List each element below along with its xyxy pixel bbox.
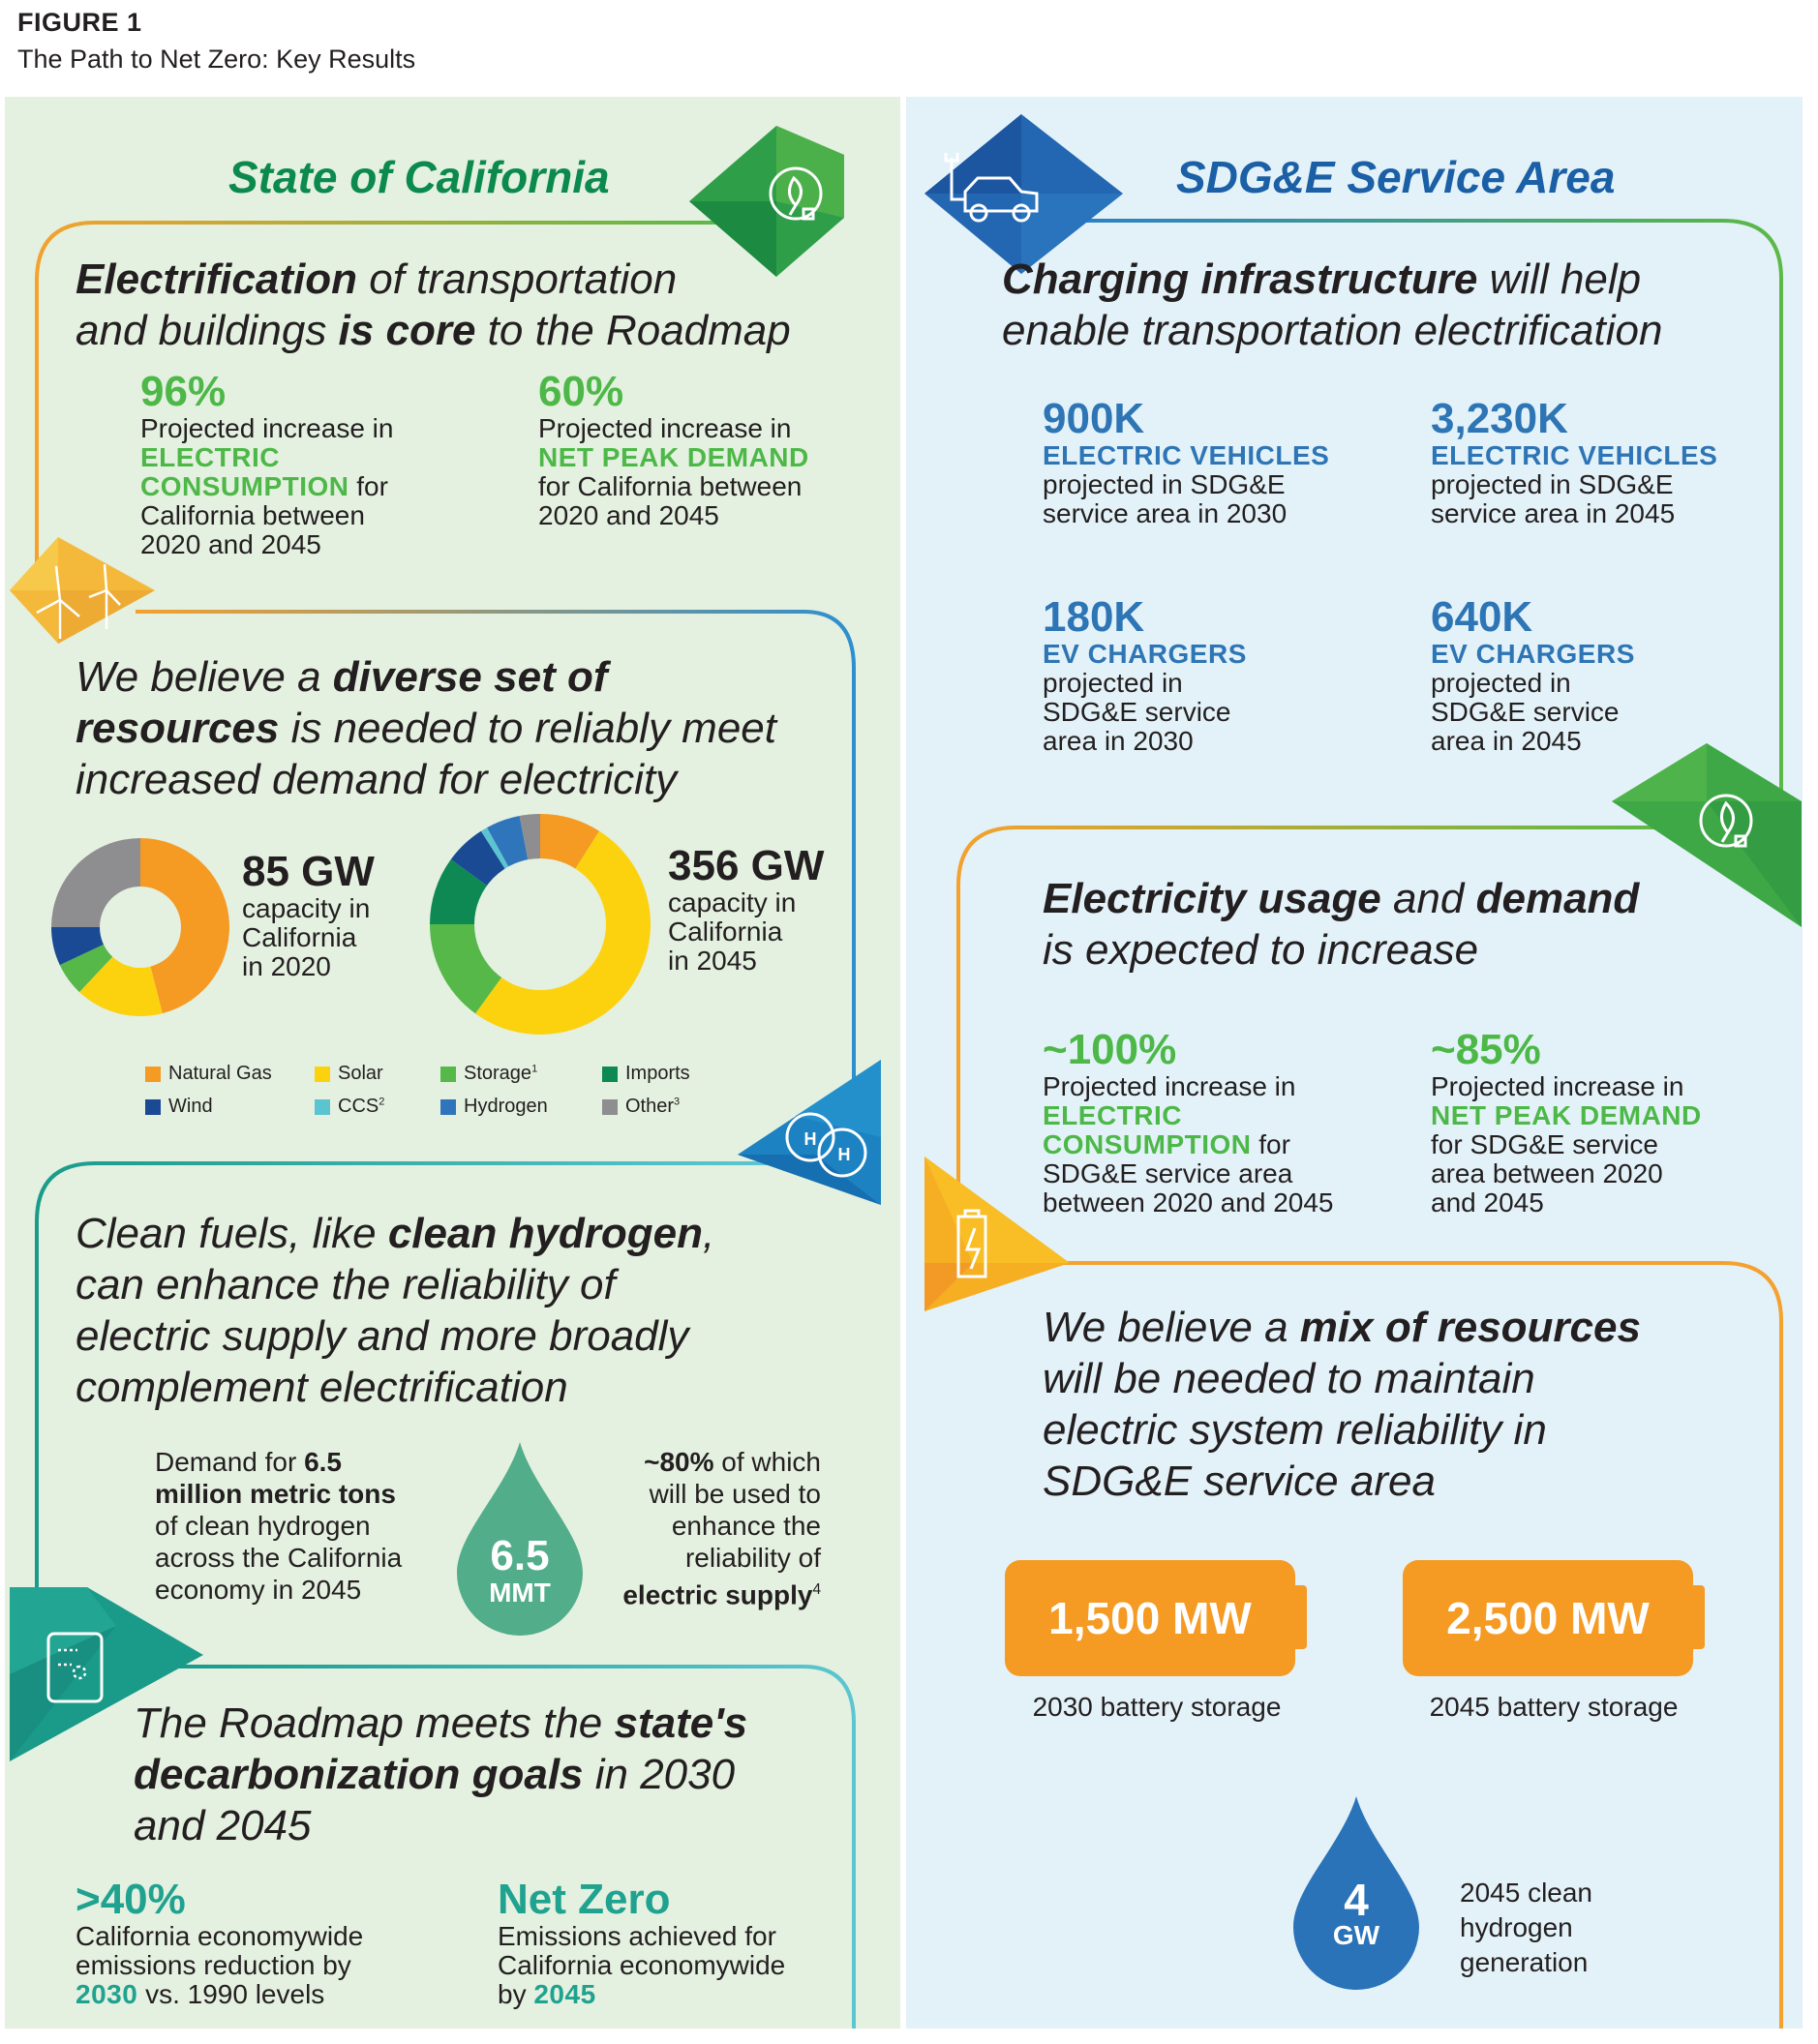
sdge-panel xyxy=(906,97,1803,2029)
stat-ev-2045: 3,230K ELECTRIC VEHICLES projected in SD… xyxy=(1431,395,1718,528)
battery-2045-caption: 2045 battery storage xyxy=(1429,1692,1679,1722)
donut-2045-label: 356 GW capacity in California in 2045 xyxy=(668,842,825,976)
stat-emissions-reduction: >40% California economywide emissions re… xyxy=(76,1876,364,2009)
battery-value: 2,500 MW xyxy=(1446,1593,1650,1643)
legend-swatch xyxy=(145,1098,161,1115)
hydrogen-generation-caption: 2045 clean hydrogen generation xyxy=(1460,1878,1593,1977)
drop-value: 4 xyxy=(1344,1875,1369,1925)
hydrogen-drop-icon xyxy=(457,1442,583,1636)
hydrogen-molecule-icon: H H xyxy=(738,1060,881,1205)
stat-electric-consumption-ca: 96% Projected increase in ELECTRIC CONSU… xyxy=(140,368,394,559)
california-title: State of California xyxy=(228,152,610,202)
drop-unit: MMT xyxy=(489,1578,551,1608)
chart-legend: Natural Gas Solar Storage1 Imports Wind … xyxy=(145,1063,745,1130)
hydrogen-generation-drop-icon xyxy=(1293,1796,1419,1990)
stat-electric-consumption-sdge: ~100% Projected increase in ELECTRIC CON… xyxy=(1043,1026,1334,1217)
stat-chargers-2045: 640K EV CHARGERS projected in SDG&E serv… xyxy=(1431,593,1635,756)
battery-2045: 2,500 MW xyxy=(1403,1560,1708,1676)
legend-swatch xyxy=(602,1098,618,1115)
legend-swatch xyxy=(315,1066,330,1082)
battery-value: 1,500 MW xyxy=(1048,1593,1252,1643)
legend-ccs: CCS2 xyxy=(315,1096,384,1118)
donut-2020-label: 85 GW capacity in California in 2020 xyxy=(242,848,375,981)
legend-other: Other3 xyxy=(602,1096,680,1118)
legend-swatch xyxy=(440,1066,456,1082)
donut-chart-2045 xyxy=(430,814,651,1035)
drop-value: 6.5 xyxy=(490,1532,550,1579)
donut-chart-2020 xyxy=(50,838,229,1016)
figure-subtitle: The Path to Net Zero: Key Results xyxy=(17,45,416,74)
donut-slice-natural-gas xyxy=(140,838,229,1014)
legend-wind: Wind xyxy=(145,1096,213,1118)
stat-chargers-2030: 180K EV CHARGERS projected in SDG&E serv… xyxy=(1043,593,1247,756)
electricity-usage-headline: Electricity usage and demand is expected… xyxy=(1043,875,1640,974)
legend-imports: Imports xyxy=(602,1063,690,1085)
drop-unit: GW xyxy=(1332,1920,1380,1950)
legend-hydrogen: Hydrogen xyxy=(440,1096,548,1118)
figure-label: FIGURE 1 xyxy=(17,8,142,37)
clean-hydrogen-headline: Clean fuels, like clean hydrogen, can en… xyxy=(76,1210,715,1411)
battery-tip xyxy=(1293,1585,1307,1649)
legend-natural-gas: Natural Gas xyxy=(145,1063,272,1085)
stat-net-zero: Net Zero Emissions achieved for Californ… xyxy=(498,1876,786,2009)
legend-swatch xyxy=(602,1066,618,1082)
ev-car-charging-icon xyxy=(924,114,1123,274)
electrification-headline: Electrification of transportation and bu… xyxy=(76,256,791,354)
legend-storage: Storage1 xyxy=(440,1063,537,1085)
legend-solar: Solar xyxy=(315,1063,383,1085)
legend-swatch xyxy=(315,1098,330,1115)
svg-text:H: H xyxy=(804,1129,817,1149)
charging-infrastructure-headline: Charging infrastructure will help enable… xyxy=(1002,256,1663,354)
diverse-resources-headline: We believe a diverse set of resources is… xyxy=(76,653,776,803)
battery-body xyxy=(1005,1560,1295,1676)
california-panel xyxy=(5,97,900,2029)
legend-swatch xyxy=(440,1098,456,1115)
battery-body xyxy=(1403,1560,1693,1676)
roadmap-scroll-icon xyxy=(10,1587,203,1761)
leaf-plug-icon xyxy=(1612,743,1802,927)
svg-text:H: H xyxy=(838,1145,851,1164)
stat-net-peak-demand-sdge: ~85% Projected increase in NET PEAK DEMA… xyxy=(1431,1026,1702,1217)
wind-turbine-icon xyxy=(10,537,155,644)
decarbonization-headline: The Roadmap meets the state's decarboniz… xyxy=(134,1699,748,1849)
sdge-title: SDG&E Service Area xyxy=(1176,152,1616,202)
hydrogen-reliability-text: ~80% of which will be used to enhance th… xyxy=(622,1447,821,1610)
battery-2030: 1,500 MW xyxy=(1005,1560,1310,1676)
battery-2030-caption: 2030 battery storage xyxy=(1032,1692,1282,1722)
stat-net-peak-demand-ca: 60% Projected increase in NET PEAK DEMAN… xyxy=(538,368,809,530)
hydrogen-demand-text: Demand for 6.5 million metric tons of cl… xyxy=(155,1447,403,1605)
leaf-plug-icon xyxy=(689,126,844,277)
stat-ev-2030: 900K ELECTRIC VEHICLES projected in SDG&… xyxy=(1043,395,1330,528)
mix-of-resources-headline: We believe a mix of resources will be ne… xyxy=(1043,1304,1641,1505)
legend-swatch xyxy=(145,1066,161,1082)
battery-tip xyxy=(1691,1585,1705,1649)
battery-bolt-icon xyxy=(924,1157,1070,1311)
